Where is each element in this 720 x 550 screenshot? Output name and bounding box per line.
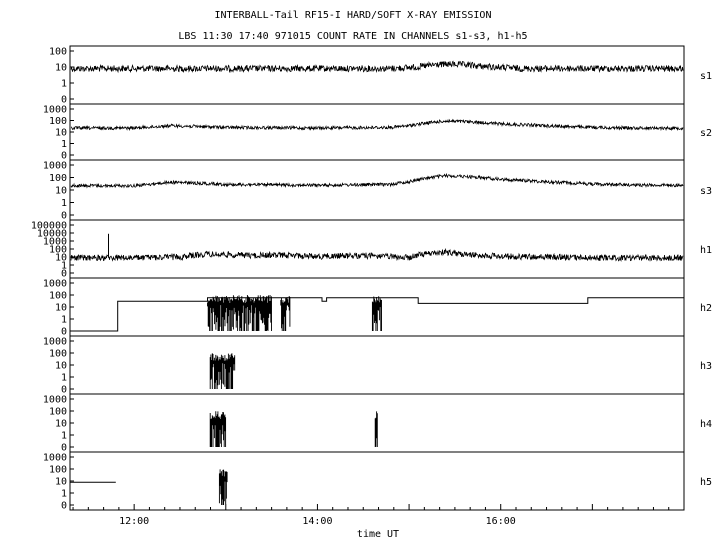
series-burst [218,469,228,505]
chart-subtitle: LBS 11:30 17:40 971015 COUNT RATE IN CHA… [178,31,527,42]
y-tick-label: 100 [49,116,67,127]
series-step [70,297,684,332]
series-burst [209,353,236,389]
y-tick-label: 100000 [31,221,67,232]
y-tick-label: 100 [49,47,67,58]
panel-label: s1 [700,71,712,82]
y-tick-label: 10 [55,253,67,264]
y-tick-label: 10 [55,303,67,314]
panel-label: h1 [700,245,712,256]
x-axis: 12:00 14:00 16:00 [72,504,685,527]
y-tick-label: 1 [61,261,67,272]
y-tick-label: 1000 [43,105,67,116]
x-axis-label: time UT [357,529,399,540]
y-tick-label: 0 [61,211,67,222]
y-tick-label: 100 [49,291,67,302]
x-tick-label: 14:00 [302,516,332,527]
panel-label: s3 [700,186,712,197]
y-tick-label: 10000 [37,229,67,240]
panel-frame [69,103,685,161]
y-tick-label: 10 [55,419,67,430]
series-burst [374,411,378,447]
y-tick-label: 0 [61,501,67,512]
y-tick-label: 1 [61,489,67,500]
panel-label: h5 [700,477,712,488]
y-tick-label: 10 [55,63,67,74]
series-line [70,247,684,262]
y-tick-label: 10 [55,186,67,197]
series-line [70,172,684,189]
series-line [70,118,684,132]
y-tick-label: 1 [61,373,67,384]
y-tick-label: 0 [61,151,67,162]
y-tick-label: 1000 [43,237,67,248]
panel-stack: 1001010s110001001010s210001001010s310000… [31,45,712,512]
panel-label: s2 [700,128,712,139]
y-tick-label: 1000 [43,453,67,464]
y-tick-label: 1 [61,139,67,150]
y-tick-label: 0 [61,385,67,396]
chart-title: INTERBALL-Tail RF15-I HARD/SOFT X-RAY EM… [215,10,492,21]
y-tick-label: 100 [49,245,67,256]
series-burst [207,295,254,331]
series-line [70,60,684,74]
y-tick-label: 0 [61,327,67,338]
y-tick-label: 100 [49,173,67,184]
y-tick-label: 0 [61,95,67,106]
panel-frame [69,335,685,395]
x-tick-label: 12:00 [119,516,149,527]
panel-label: h4 [700,419,712,430]
y-tick-label: 1000 [43,279,67,290]
y-tick-label: 100 [49,465,67,476]
y-tick-label: 0 [61,443,67,454]
y-tick-label: 1 [61,315,67,326]
panel-frame [69,451,685,511]
panel-label: h2 [700,303,712,314]
y-tick-label: 1000 [43,161,67,172]
y-tick-label: 1000 [43,395,67,406]
y-tick-label: 1000 [43,337,67,348]
series-burst [209,411,227,447]
x-tick-label: 16:00 [486,516,516,527]
series-burst [252,295,272,331]
y-tick-label: 10 [55,477,67,488]
panel-frame [69,45,685,105]
series-burst [371,296,382,331]
series-burst [280,296,291,331]
panel-label: h3 [700,361,712,372]
y-tick-label: 10 [55,361,67,372]
y-tick-label: 100 [49,407,67,418]
y-tick-label: 1 [61,79,67,90]
y-tick-label: 0 [61,269,67,280]
y-tick-label: 10 [55,128,67,139]
y-tick-label: 1 [61,198,67,209]
y-tick-label: 1 [61,431,67,442]
panel-frame [69,159,685,221]
y-tick-label: 100 [49,349,67,360]
panel-frame [69,219,685,279]
